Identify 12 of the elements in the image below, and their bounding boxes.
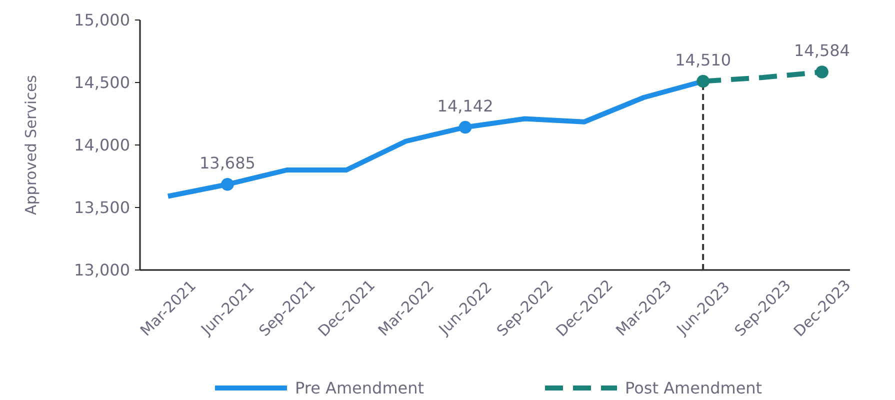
y-axis-title: Approved Services <box>22 74 40 215</box>
y-tick-label: 13,500 <box>74 198 130 218</box>
legend-label: Post Amendment <box>625 378 762 398</box>
data-label: 14,142 <box>437 96 494 116</box>
y-tick-label: 14,500 <box>74 73 130 92</box>
data-label: 14,510 <box>675 50 732 70</box>
data-label: 13,685 <box>199 153 256 172</box>
data-label: 14,584 <box>794 41 850 60</box>
y-tick-label: 13,000 <box>74 260 130 280</box>
y-tick-label: 15,000 <box>74 10 130 30</box>
legend-label: Pre Amendment <box>295 378 424 398</box>
y-tick-label: 14,000 <box>74 136 130 155</box>
